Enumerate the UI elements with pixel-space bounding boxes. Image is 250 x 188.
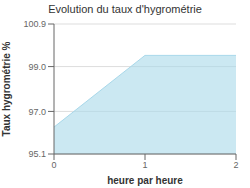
svg-text:95.1: 95.1 [28, 149, 46, 159]
html-text:Evolution du taux d'hygrométri: Evolution du taux d'hygrométrie [48, 3, 202, 15]
svg-text:2: 2 [233, 160, 238, 170]
svg-text:heure par heure: heure par heure [107, 175, 183, 186]
svg-text:1: 1 [142, 160, 147, 170]
svg-text:100.9: 100.9 [23, 19, 46, 29]
svg-text:99.0: 99.0 [28, 62, 46, 72]
svg-text:97.0: 97.0 [28, 107, 46, 117]
svg-text:Taux hygrométrie %: Taux hygrométrie % [8, 41, 12, 136]
svg-text:0: 0 [51, 160, 56, 170]
